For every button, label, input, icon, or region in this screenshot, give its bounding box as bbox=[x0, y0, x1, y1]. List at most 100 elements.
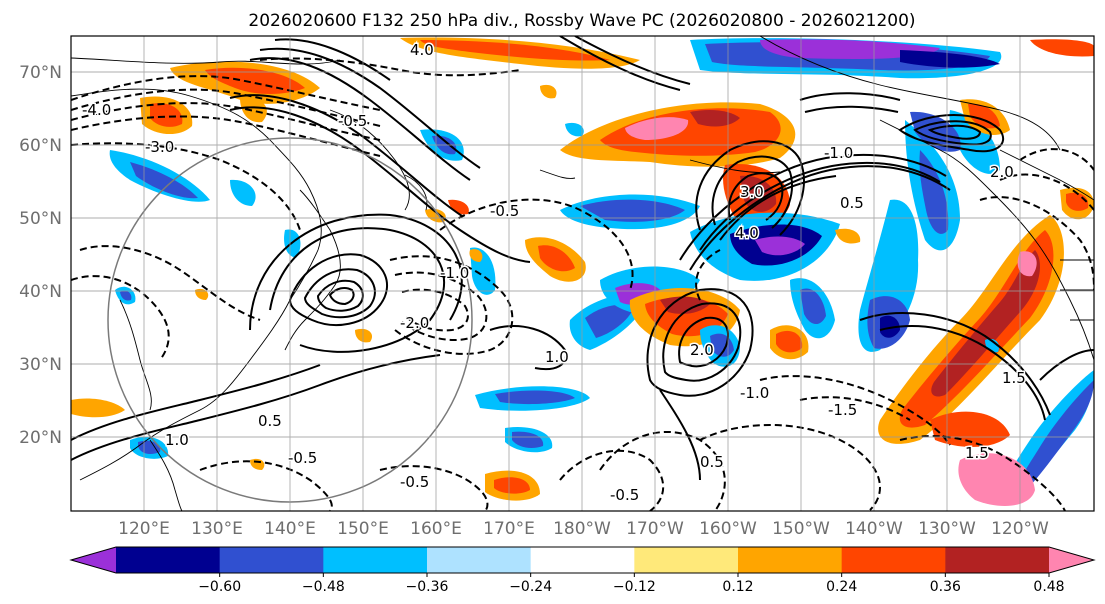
shade-negative bbox=[879, 269, 895, 284]
contour-positive bbox=[859, 312, 1051, 416]
contour-positive bbox=[699, 161, 941, 251]
coastline bbox=[119, 299, 152, 411]
contour-label: 1.0 bbox=[165, 431, 189, 449]
shade-negative bbox=[565, 122, 584, 137]
shade-negative bbox=[880, 315, 900, 338]
colorbar-block bbox=[738, 547, 843, 573]
shade-negative bbox=[800, 288, 826, 325]
coastline bbox=[689, 159, 781, 174]
shade-positive bbox=[660, 296, 710, 314]
coastline bbox=[71, 57, 341, 65]
shade-positive bbox=[625, 117, 689, 140]
contour-negative bbox=[71, 275, 170, 361]
shade-positive bbox=[71, 398, 125, 418]
lat-label: 30°N bbox=[19, 355, 62, 375]
colorbar-block bbox=[841, 547, 946, 573]
shade-negative-strong bbox=[900, 50, 1000, 68]
contour-negative bbox=[389, 255, 514, 355]
contour-positive bbox=[913, 120, 992, 146]
colorbar-tick-label: −0.48 bbox=[302, 579, 345, 595]
shade-negative bbox=[230, 179, 256, 206]
contour-positive bbox=[879, 325, 1046, 421]
contour-positive bbox=[711, 155, 793, 229]
contour-negative bbox=[759, 375, 951, 446]
lon-label: 170°W bbox=[626, 519, 684, 539]
contour-label: 1.5 bbox=[1002, 369, 1026, 387]
shade-positive bbox=[355, 328, 373, 343]
shade-negative bbox=[755, 236, 805, 256]
coastline bbox=[149, 439, 183, 511]
contour-negative bbox=[401, 288, 469, 332]
contour-label: -0.5 bbox=[288, 449, 317, 467]
colorbar-extend-min bbox=[71, 547, 116, 573]
coastline bbox=[879, 119, 1094, 361]
colorbar-block bbox=[116, 547, 221, 573]
shade-negative bbox=[585, 304, 635, 338]
contour-positive bbox=[574, 36, 691, 85]
shade-negative bbox=[130, 162, 198, 199]
contour-positive bbox=[689, 165, 951, 271]
lon-label: 120°W bbox=[991, 519, 1049, 539]
colorbar-block bbox=[427, 547, 532, 573]
contour-negative bbox=[599, 431, 726, 511]
colorbar-outline bbox=[69, 546, 1096, 574]
lat-label: 40°N bbox=[19, 282, 62, 302]
colorbar-tick-label: −0.12 bbox=[613, 579, 656, 595]
colorbar-tick-label: 0.24 bbox=[826, 579, 857, 595]
contour-positive bbox=[646, 288, 754, 397]
shade-negative bbox=[580, 199, 685, 222]
lon-label: 160°W bbox=[699, 519, 757, 539]
coastline bbox=[284, 189, 341, 351]
shade-positive bbox=[538, 245, 575, 272]
coastline bbox=[1060, 259, 1094, 321]
contour-positive bbox=[274, 38, 391, 81]
colorbar-tick-label: 0.48 bbox=[1033, 579, 1064, 595]
contour-label: -3.0 bbox=[145, 138, 174, 156]
shade-positive bbox=[195, 288, 209, 300]
contour-label: 0.5 bbox=[258, 412, 282, 430]
shade-positive bbox=[1017, 251, 1037, 277]
contour-negative bbox=[199, 460, 333, 511]
graticule bbox=[71, 36, 1094, 511]
lon-label: 150°E bbox=[337, 519, 389, 539]
shade-positive bbox=[968, 103, 1000, 129]
contour-positive bbox=[719, 175, 837, 241]
contour-negative bbox=[71, 75, 381, 111]
contour-positive bbox=[898, 114, 1005, 153]
coastline bbox=[759, 36, 1061, 151]
lat-label: 60°N bbox=[19, 136, 62, 156]
shade-positive bbox=[448, 199, 469, 215]
contour-negative bbox=[79, 245, 261, 321]
contour-negative bbox=[979, 196, 1094, 291]
shade-negative bbox=[495, 390, 575, 405]
contour-positive bbox=[799, 92, 901, 101]
colorbar-tick-label: −0.24 bbox=[509, 579, 552, 595]
lon-label: 180°W bbox=[553, 519, 611, 539]
colorbar-block bbox=[219, 547, 324, 573]
shade-positive bbox=[1030, 39, 1094, 57]
coastline-layer bbox=[71, 36, 1094, 511]
shade-positive bbox=[835, 228, 861, 244]
positive-contours bbox=[71, 36, 1094, 481]
shade-negative bbox=[512, 431, 544, 448]
shade-positive bbox=[240, 97, 267, 123]
shade-positive bbox=[740, 175, 777, 212]
contour-positive bbox=[71, 354, 441, 461]
lon-label: 140°E bbox=[264, 519, 316, 539]
colorbar-extend-max bbox=[1049, 547, 1094, 573]
contour-negative bbox=[71, 88, 381, 127]
lon-label: 140°W bbox=[845, 519, 903, 539]
contour-negative bbox=[71, 115, 381, 157]
negative-contours bbox=[71, 57, 1094, 511]
lat-label: 20°N bbox=[19, 428, 62, 448]
lon-label: 120°E bbox=[118, 519, 170, 539]
shade-positive bbox=[776, 330, 803, 353]
contour-positive bbox=[288, 253, 389, 326]
contour-positive bbox=[678, 316, 729, 368]
contour-positive bbox=[303, 268, 376, 319]
shade-positive bbox=[469, 249, 483, 262]
contour-positive bbox=[259, 47, 481, 169]
contour-positive bbox=[328, 286, 355, 306]
contour-negative bbox=[394, 271, 488, 342]
